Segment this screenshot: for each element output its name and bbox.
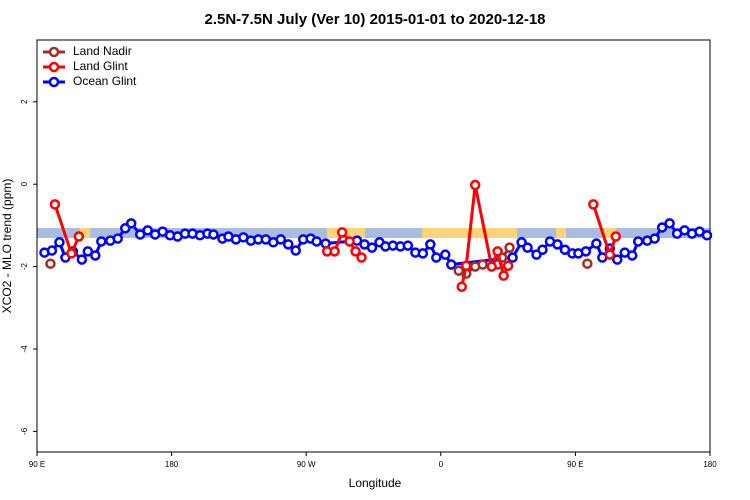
point bbox=[125, 218, 137, 229]
point bbox=[460, 260, 472, 272]
x-tick-label: 90 W bbox=[297, 460, 316, 469]
point bbox=[456, 281, 467, 293]
point bbox=[425, 239, 436, 250]
point bbox=[507, 252, 518, 263]
point bbox=[492, 246, 503, 257]
point bbox=[350, 246, 361, 257]
point bbox=[82, 246, 94, 257]
point bbox=[440, 249, 451, 260]
legend-label: Ocean Glint bbox=[73, 74, 137, 88]
x-axis-label: Longitude bbox=[349, 476, 402, 490]
point bbox=[366, 242, 378, 253]
point bbox=[96, 236, 107, 247]
point bbox=[290, 245, 301, 256]
point bbox=[76, 254, 88, 265]
y-axis-label: XCO2 - MLO trend (ppm) bbox=[0, 179, 14, 314]
point bbox=[431, 252, 442, 263]
point bbox=[336, 227, 348, 238]
point bbox=[90, 250, 101, 261]
point bbox=[142, 225, 153, 236]
point bbox=[134, 229, 146, 240]
y-tick-label: 0 bbox=[20, 181, 29, 186]
point bbox=[591, 238, 602, 249]
point bbox=[610, 231, 622, 242]
x-tick-label: 90 E bbox=[29, 460, 45, 469]
legend-label: Land Nadir bbox=[73, 44, 132, 58]
point bbox=[537, 244, 548, 255]
legend-marker bbox=[48, 61, 60, 73]
point bbox=[49, 199, 61, 210]
point bbox=[417, 248, 429, 259]
point bbox=[502, 260, 514, 272]
point bbox=[446, 259, 457, 270]
x-tick-label: 180 bbox=[165, 460, 179, 469]
point bbox=[582, 258, 593, 269]
plot-frame bbox=[36, 39, 711, 453]
point bbox=[329, 246, 340, 257]
ocean-band bbox=[37, 228, 710, 238]
point bbox=[632, 236, 644, 247]
point bbox=[283, 239, 294, 250]
point bbox=[604, 249, 616, 260]
point bbox=[356, 252, 367, 263]
point bbox=[612, 254, 623, 265]
point bbox=[45, 258, 56, 269]
point bbox=[664, 218, 675, 229]
point bbox=[208, 229, 219, 240]
point bbox=[46, 245, 58, 256]
point bbox=[504, 242, 515, 253]
y-tick-label: -6 bbox=[20, 427, 29, 435]
x-tick-label: 90 E bbox=[567, 460, 583, 469]
point bbox=[66, 248, 77, 259]
point bbox=[588, 199, 599, 210]
point bbox=[402, 240, 414, 251]
point bbox=[73, 231, 85, 242]
point bbox=[469, 179, 481, 191]
point bbox=[580, 246, 592, 257]
point bbox=[498, 270, 509, 281]
land-band bbox=[604, 228, 616, 238]
land-band bbox=[80, 228, 90, 238]
point bbox=[649, 233, 660, 244]
legend-marker bbox=[48, 46, 60, 58]
y-tick-label: -2 bbox=[20, 262, 29, 270]
land-band bbox=[556, 228, 566, 238]
point bbox=[112, 233, 124, 244]
point bbox=[311, 236, 322, 247]
point bbox=[275, 234, 287, 245]
point bbox=[626, 250, 638, 261]
x-tick-label: 180 bbox=[703, 460, 717, 469]
y-tick-label: -4 bbox=[20, 345, 29, 353]
x-tick-label: 0 bbox=[439, 460, 444, 469]
point bbox=[552, 239, 563, 250]
y-tick-label: 2 bbox=[20, 99, 29, 104]
point bbox=[656, 222, 668, 233]
point bbox=[701, 230, 713, 241]
chart-title: 2.5N-7.5N July (Ver 10) 2015-01-01 to 20… bbox=[204, 11, 545, 28]
point bbox=[344, 236, 355, 247]
point bbox=[477, 259, 488, 270]
point bbox=[522, 242, 533, 253]
point bbox=[486, 261, 497, 272]
legend-label: Land Glint bbox=[73, 59, 128, 73]
point bbox=[54, 237, 65, 248]
legend-marker bbox=[48, 76, 60, 88]
